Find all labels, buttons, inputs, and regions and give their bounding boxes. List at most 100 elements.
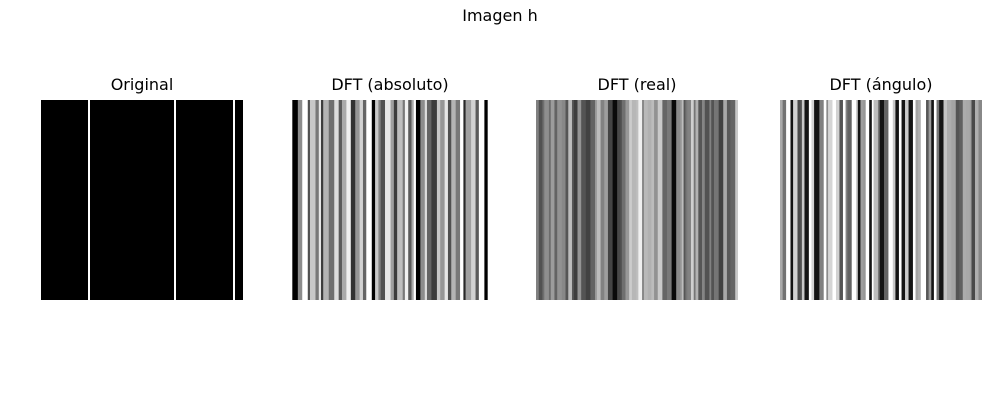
dft-absolute-stripe (484, 100, 488, 300)
dft-angle-stripe (832, 100, 837, 300)
dft-absolute-stripe (436, 100, 441, 300)
dft-absolute-stripe (463, 100, 466, 300)
dft-angle-stripe (884, 100, 889, 300)
panel-dft-real: DFT (real) (536, 74, 738, 300)
dft-absolute-stripe (355, 100, 360, 300)
dft-real-stripe (577, 100, 582, 300)
dft-absolute-stripe (385, 100, 391, 300)
dft-real-stripe (709, 100, 712, 300)
dft-real-stripe (595, 100, 598, 300)
dft-absolute-stripe (397, 100, 403, 300)
dft-angle-stripe (955, 100, 960, 300)
dft-absolute-stripe (426, 100, 432, 300)
dft-real-stripe (681, 100, 684, 300)
dft-absolute-image (289, 100, 491, 300)
dft-angle-stripe (865, 100, 870, 300)
dft-real-stripe (726, 100, 731, 300)
dft-real-stripe (685, 100, 688, 300)
dft-absolute-stripe (404, 100, 409, 300)
dft-absolute-stripe (323, 100, 330, 300)
dft-real-stripe (557, 100, 563, 300)
dft-real-stripe (698, 100, 703, 300)
dft-real-stripe (702, 100, 706, 300)
dft-absolute-stripe (338, 100, 343, 300)
dft-real-stripe (654, 100, 659, 300)
dft-absolute-stripe (366, 100, 373, 300)
dft-absolute-stripe (292, 100, 299, 300)
dft-angle-stripe (856, 100, 859, 300)
dft-absolute-stripe (420, 100, 426, 300)
dft-angle-stripe (786, 100, 791, 300)
dft-absolute-stripe (424, 100, 428, 300)
dft-absolute-stripe (447, 100, 452, 300)
dft-angle-stripe (908, 100, 914, 300)
dft-real-stripe (561, 100, 566, 300)
original-image (41, 100, 243, 300)
dft-angle-stripe (877, 100, 880, 300)
dft-absolute-stripe (444, 100, 449, 300)
dft-real-stripe (662, 100, 668, 300)
dft-absolute-stripe (451, 100, 456, 300)
dft-absolute-stripe (455, 100, 461, 300)
figure-title: Imagen h (462, 6, 538, 25)
dft-real-stripe (612, 100, 618, 300)
dft-angle-stripe (804, 100, 810, 300)
dft-real-stripe (544, 100, 550, 300)
dft-absolute-stripe (402, 100, 406, 300)
dft-absolute-stripe (321, 100, 324, 300)
dft-real-stripe (536, 100, 540, 300)
dft-real-stripe (676, 100, 681, 300)
dft-angle-stripe (839, 100, 844, 300)
dft-real-stripe (625, 100, 630, 300)
dft-angle-stripe (931, 100, 935, 300)
dft-angle-stripe (815, 100, 820, 300)
dft-absolute-stripe (309, 100, 316, 300)
dft-absolute-stripe (478, 100, 485, 300)
original-white-line (233, 100, 235, 300)
dft-absolute-stripe (307, 100, 311, 300)
dft-absolute-stripe (359, 100, 364, 300)
dft-real-stripe (723, 100, 728, 300)
dft-real-stripe (621, 100, 626, 300)
dft-angle-stripe (924, 100, 927, 300)
dft-angle-stripe (971, 100, 976, 300)
dft-angle-image (780, 100, 982, 300)
dft-real-stripe (651, 100, 655, 300)
dft-angle-stripe (959, 100, 964, 300)
dft-absolute-stripe (297, 100, 303, 300)
dft-angle-stripe (857, 100, 861, 300)
dft-real-stripe (714, 100, 719, 300)
dft-angle-stripe (966, 100, 971, 300)
dft-absolute-stripe (341, 100, 347, 300)
dft-absolute-stripe (487, 100, 491, 300)
dft-angle-stripe (863, 100, 866, 300)
panel-title-dft-angle: DFT (ángulo) (829, 75, 933, 94)
dft-angle-stripe (819, 100, 825, 300)
dft-angle-stripe (947, 100, 952, 300)
dft-real-stripe (538, 100, 543, 300)
dft-absolute-stripe (346, 100, 352, 300)
dft-real-stripe (647, 100, 652, 300)
dft-absolute-stripe (411, 100, 415, 300)
dft-real-stripe (643, 100, 648, 300)
dft-real-stripe (718, 100, 724, 300)
dft-absolute-stripe (378, 100, 381, 300)
dft-angle-stripe (790, 100, 794, 300)
dft-angle-stripe (871, 100, 874, 300)
original-white-line (174, 100, 176, 300)
dft-real-stripe (619, 100, 623, 300)
dft-absolute-stripe (440, 100, 445, 300)
dft-real-stripe (585, 100, 591, 300)
dft-angle-stripe (936, 100, 940, 300)
dft-real-stripe (617, 100, 621, 300)
dft-angle-stripe (895, 100, 900, 300)
dft-angle-stripe (811, 100, 815, 300)
dft-absolute-stripe (390, 100, 395, 300)
dft-angle-stripe (978, 100, 982, 300)
dft-angle-stripe (814, 100, 817, 300)
dft-angle-stripe (888, 100, 894, 300)
dft-angle-stripe (847, 100, 852, 300)
dft-real-stripe (704, 100, 710, 300)
dft-real-stripe (730, 100, 736, 300)
dft-absolute-stripe (371, 100, 376, 300)
